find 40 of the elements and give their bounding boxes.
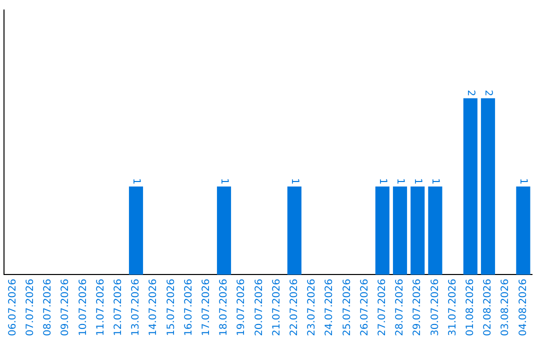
x-tick-label: 08.07.2026 — [42, 278, 54, 336]
x-tick-label: 17.07.2026 — [200, 278, 212, 336]
x-tick-label: 21.07.2026 — [271, 278, 282, 336]
x-tick-label: 04.08.2026 — [518, 278, 529, 336]
data-label: 2 — [482, 90, 494, 96]
x-tick-label: 07.07.2026 — [24, 278, 36, 336]
x-tick-label: 19.07.2026 — [236, 278, 248, 336]
x-tick-label: 25.07.2026 — [342, 278, 353, 336]
x-tick-label: 22.07.2026 — [288, 278, 300, 336]
x-tick-label: 30.07.2026 — [430, 278, 441, 336]
x-tick-label: 06.07.2026 — [7, 278, 18, 336]
data-label: 1 — [376, 178, 388, 184]
x-tick-label: 16.07.2026 — [183, 278, 194, 336]
x-tick-label: 14.07.2026 — [148, 278, 160, 336]
x-tick-label: 13.07.2026 — [130, 278, 142, 336]
x-tick-label: 10.07.2026 — [78, 278, 89, 336]
x-tick-label: 29.07.2026 — [412, 278, 424, 336]
data-label: 1 — [430, 178, 441, 184]
data-label: 1 — [518, 178, 529, 184]
x-tick-label: 27.07.2026 — [376, 278, 388, 336]
x-tick-label: 28.07.2026 — [394, 278, 406, 336]
data-label: 1 — [130, 178, 142, 184]
x-tick-label: 20.07.2026 — [254, 278, 265, 336]
data-label: 1 — [412, 178, 424, 184]
x-tick-label: 26.07.2026 — [359, 278, 370, 336]
x-tick-label: 12.07.2026 — [112, 278, 124, 336]
x-tick-label: 11.07.2026 — [95, 278, 106, 336]
x-tick-label: 15.07.2026 — [166, 278, 177, 336]
x-tick-label: 03.08.2026 — [500, 278, 512, 336]
x-tick-label: 18.07.2026 — [218, 278, 230, 336]
data-label: 2 — [464, 90, 476, 96]
data-label: 1 — [288, 178, 300, 184]
x-tick-label: 01.08.2026 — [464, 278, 476, 336]
x-tick-label: 24.07.2026 — [324, 278, 336, 336]
x-tick-label: 02.08.2026 — [482, 278, 494, 336]
data-label: 1 — [394, 178, 406, 184]
x-tick-label: 09.07.2026 — [60, 278, 72, 336]
data-label: 1 — [218, 178, 230, 184]
x-tick-label: 23.07.2026 — [306, 278, 318, 336]
x-tick-label: 31.07.2026 — [447, 278, 458, 336]
